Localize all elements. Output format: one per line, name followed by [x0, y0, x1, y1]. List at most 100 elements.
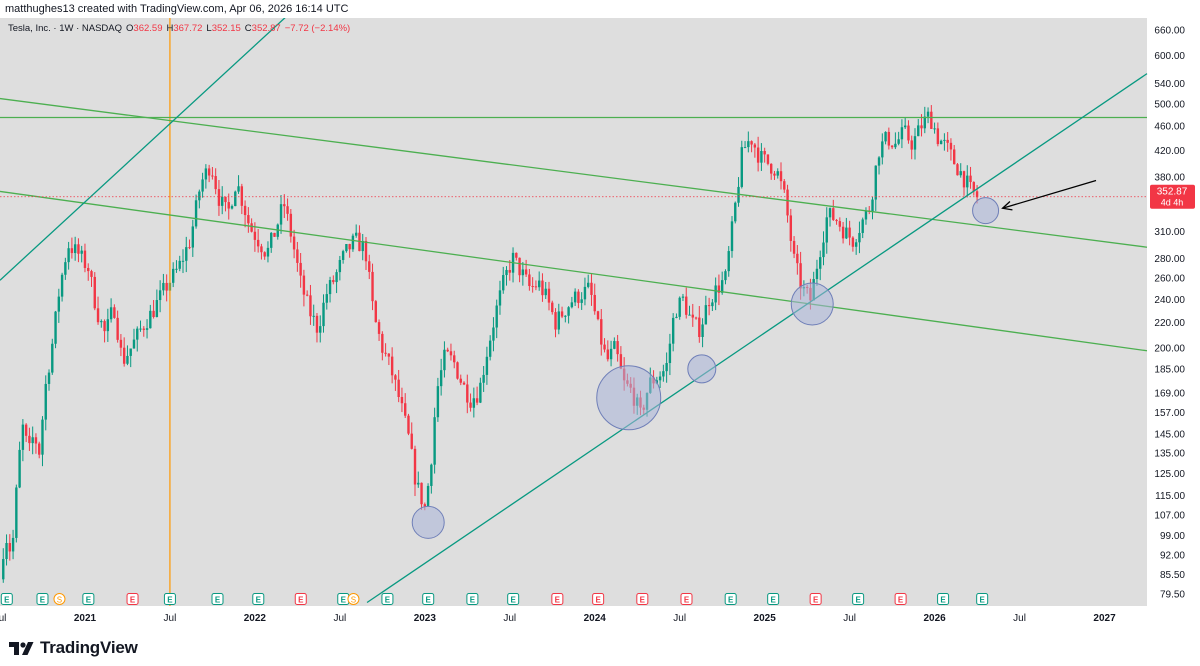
- y-tick-label: 145.00: [1154, 429, 1185, 440]
- candle-down: [969, 175, 972, 183]
- candle-down: [763, 150, 766, 155]
- candle-up: [537, 280, 541, 288]
- candle-up: [815, 268, 819, 280]
- y-tick-label: 420.00: [1154, 146, 1185, 157]
- candle-up: [319, 326, 322, 333]
- candle-up: [688, 314, 691, 316]
- candle-up: [662, 371, 665, 377]
- arrow-shaft: [1002, 179, 1097, 209]
- candle-down: [841, 226, 845, 239]
- earnings-event-marker: [82, 593, 95, 605]
- earnings-event-label: E: [640, 596, 646, 605]
- candle-up: [730, 221, 734, 252]
- candle-down: [750, 141, 753, 145]
- last-price-tag: 352.87 4d 4h: [1150, 184, 1195, 209]
- y-tick-label: 310.00: [1154, 227, 1185, 238]
- candle-up: [943, 139, 946, 141]
- candle-up: [668, 343, 672, 364]
- last-price-value: 352.87: [1157, 187, 1188, 198]
- candle-up: [884, 131, 887, 142]
- candle-up: [923, 116, 926, 129]
- candle-up: [158, 290, 162, 301]
- candle-down: [698, 317, 701, 337]
- candle-down: [449, 351, 453, 356]
- candle-down: [475, 398, 479, 403]
- candle-down: [783, 181, 786, 190]
- candle-down: [756, 147, 760, 163]
- candle-down: [606, 349, 610, 360]
- candle-up: [181, 260, 185, 262]
- candle-up: [505, 269, 508, 276]
- candle-down: [224, 196, 227, 203]
- x-tick-label: 2027: [1093, 613, 1116, 624]
- earnings-event-label: E: [855, 596, 861, 605]
- price-axis-labels: 660.00 600.00 540.00 500.00 460.00 420.00 380.…: [1154, 25, 1185, 600]
- earnings-event-marker: [976, 593, 989, 605]
- earnings-event-label: E: [385, 596, 391, 605]
- candle-down: [256, 239, 260, 247]
- highlight-circle: [411, 505, 445, 539]
- y-tick-label: 79.50: [1160, 589, 1185, 600]
- candle-down: [518, 257, 521, 276]
- highlight-circle: [972, 197, 1000, 225]
- candle-down: [949, 142, 953, 150]
- candle-down: [616, 341, 619, 355]
- candle-down: [394, 375, 397, 380]
- candle-down: [273, 232, 276, 237]
- y-tick-label: 99.00: [1160, 531, 1185, 542]
- candle-up: [328, 280, 332, 295]
- candle-up: [155, 300, 159, 317]
- candle-up: [345, 244, 348, 252]
- candle-down: [920, 125, 923, 129]
- candle-up: [73, 244, 77, 254]
- candle-up: [573, 291, 577, 303]
- candle-up: [47, 372, 51, 384]
- earnings-event-label: E: [980, 596, 986, 605]
- dividend-event-label: S: [351, 596, 356, 605]
- tradingview-logo[interactable]: TradingView: [8, 638, 138, 658]
- candle-down: [217, 189, 221, 206]
- candle-up: [60, 274, 64, 297]
- candle-down: [77, 244, 80, 254]
- descending-channel-top-trendline: [0, 97, 1148, 248]
- earnings-event-label: E: [555, 596, 561, 605]
- candle-down: [593, 294, 596, 312]
- candle-up: [361, 240, 364, 252]
- y-tick-label: 220.00: [1154, 318, 1185, 329]
- candle-down: [90, 271, 93, 277]
- candle-down: [832, 208, 835, 220]
- tradingview-brand: TradingView: [40, 638, 138, 657]
- x-tick-label: 2024: [584, 613, 607, 624]
- candle-up: [276, 224, 279, 237]
- candle-down: [292, 236, 296, 250]
- candle-down: [838, 221, 842, 227]
- candle-up: [325, 294, 328, 303]
- candle-up: [485, 356, 489, 375]
- candle-down: [972, 182, 976, 192]
- candle-down: [410, 433, 413, 449]
- candle-down: [547, 288, 551, 303]
- candle-up: [443, 349, 446, 371]
- earnings-event-marker: [852, 593, 865, 605]
- candle-up: [871, 199, 874, 212]
- earnings-event-marker: [294, 593, 307, 605]
- candle-down: [390, 356, 394, 376]
- earnings-event-label: E: [256, 596, 262, 605]
- candle-down: [113, 307, 116, 318]
- candle-down: [253, 231, 257, 240]
- candle-up: [724, 271, 727, 281]
- candle-down: [603, 344, 606, 350]
- earnings-event-label: E: [898, 596, 904, 605]
- candle-up: [67, 248, 70, 263]
- candle-down: [851, 237, 855, 247]
- candle-up: [234, 191, 237, 207]
- candle-down: [766, 154, 770, 164]
- candle-up: [312, 315, 315, 317]
- legend-close: 352.87: [252, 23, 281, 34]
- x-tick-label: Jul: [843, 613, 856, 624]
- dividend-event-marker: [53, 593, 66, 605]
- candle-up: [894, 143, 897, 148]
